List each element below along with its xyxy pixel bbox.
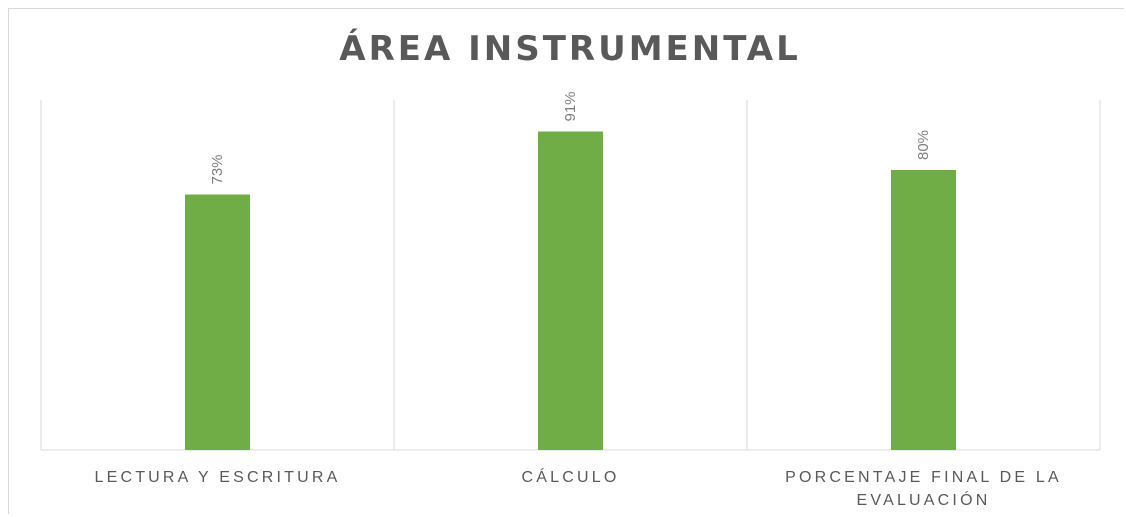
chart-frame [8,8,1124,514]
bar [185,194,250,450]
category-label: CÁLCULO [522,467,620,486]
data-label: 91% [562,91,579,121]
chart-title: ÁREA INSTRUMENTAL [339,29,801,69]
category-label: EVALUACIÓN [857,490,991,509]
category-label: PORCENTAJE FINAL DE LA [785,469,1062,486]
data-label: 80% [915,130,932,160]
bar [891,170,956,450]
data-label: 73% [209,154,226,184]
category-label: LECTURA Y ESCRITURA [94,469,340,486]
bar [538,131,603,450]
